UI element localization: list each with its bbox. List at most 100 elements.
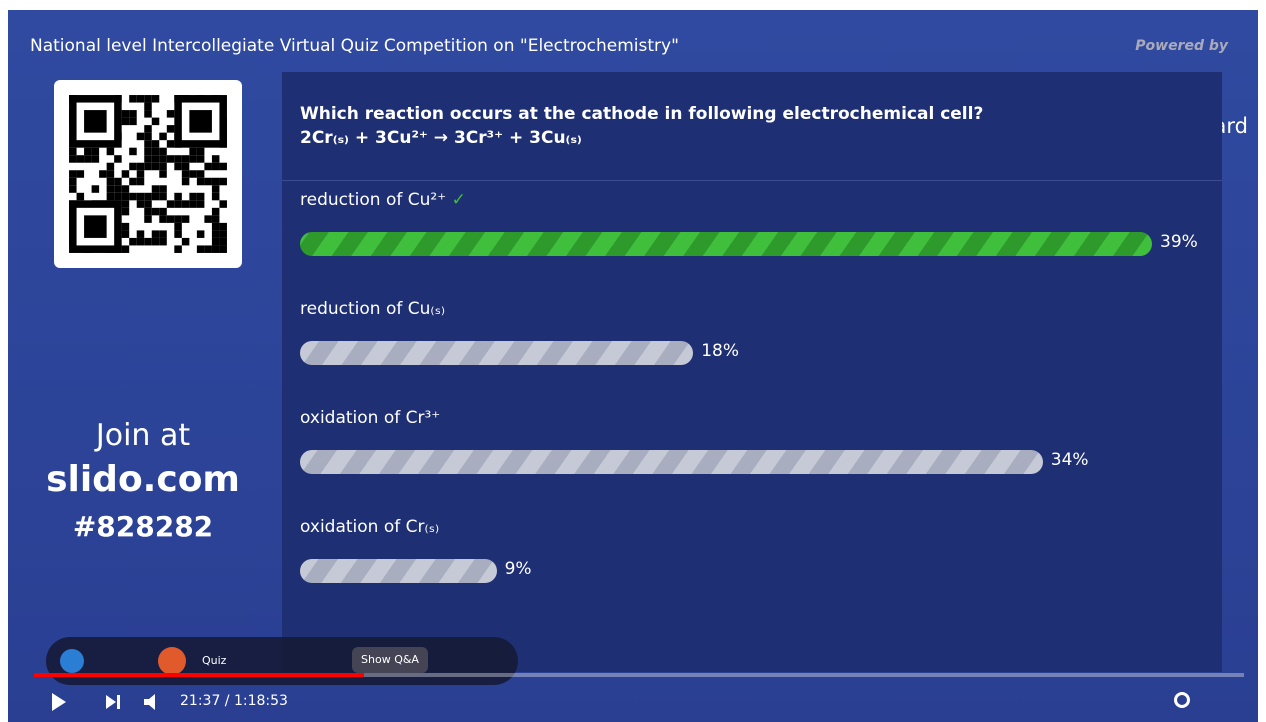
qr-module [212,178,220,186]
qr-module [129,148,137,156]
qr-module [182,155,190,163]
qr-module [144,193,152,201]
qr-module [137,200,145,208]
qr-module [137,193,145,201]
qr-module [219,178,227,186]
toolbar: Quiz Show Q&A [46,637,518,685]
qr-module [212,163,220,171]
qr-module [197,155,205,163]
qr-module [182,200,190,208]
qr-module [144,200,152,208]
qr-module [129,95,137,103]
qr-module [122,170,130,178]
qr-module [212,238,220,246]
qr-module [182,163,190,171]
qr-module [84,148,92,156]
qr-module [144,215,152,223]
qr-module [204,163,212,171]
qr-module [152,193,160,201]
qr-module [174,193,182,201]
volume-button[interactable] [144,694,155,710]
qr-module [189,110,212,133]
qr-module [152,230,160,238]
qr-module [197,170,205,178]
correct-icon: ✓ [446,190,466,210]
qr-module [174,163,182,171]
mode-button[interactable]: Quiz [202,654,226,667]
qr-module [219,163,227,171]
next-button[interactable] [106,695,116,709]
stop-button[interactable] [158,647,186,675]
qr-module [152,163,160,171]
qr-module [144,125,152,133]
powered-by: Powered by [1135,38,1228,54]
qr-module [197,245,205,253]
question-text: Which reaction occurs at the cathode in … [300,102,983,126]
qr-module [152,140,160,148]
qr-module [197,230,205,238]
qr-module [159,163,167,171]
equation: 2Cr₍ₛ₎ + 3Cu²⁺ → 3Cr³⁺ + 3Cu₍ₛ₎ [300,126,983,150]
join-text: Join at [8,418,278,453]
qr-module [167,200,175,208]
qr-module [219,238,227,246]
add-button[interactable] [60,649,84,673]
qr-module [122,208,130,216]
qr-module [189,193,197,201]
qr-module [107,193,115,201]
qr-module [197,193,205,201]
qr-module [144,140,152,148]
qr-module [129,178,137,186]
settings-button[interactable] [1174,692,1190,708]
qr-module [92,155,100,163]
qr-module [204,215,212,223]
show-qa-button[interactable]: Show Q&A [352,647,428,673]
option-bar [300,450,1043,474]
qr-module [84,110,107,133]
qr-module [77,193,85,201]
qr-module [174,223,182,231]
qr-module [69,155,77,163]
qr-module [99,170,107,178]
qr-module [92,185,100,193]
time: 21:37 / 1:18:53 [180,693,288,709]
qr-module [219,230,227,238]
qr-module [122,193,130,201]
qr-module [129,193,137,201]
option-label: oxidation of Cr₍ₛ₎ [300,517,439,537]
qr-module [212,245,220,253]
qr-module [182,170,190,178]
qr-module [114,178,122,186]
qr-module [167,125,175,133]
qr-module [212,223,220,231]
qr-module [144,133,152,141]
qr-module [189,200,197,208]
qr-module [167,140,175,148]
qr-code [54,80,242,268]
qr-module [84,215,107,238]
qr-module [137,230,145,238]
qr-module [137,95,145,103]
option-value: 39% [1160,232,1198,252]
option-value: 9% [505,559,532,579]
join-code: #828282 [8,510,278,543]
qr-module [174,155,182,163]
option-value: 34% [1051,450,1089,470]
qr-module [114,185,122,193]
qr-module [77,155,85,163]
qr-module [152,208,160,216]
qr-module [129,163,137,171]
qr-module [107,178,115,186]
qr-module [174,230,182,238]
option-label: oxidation of Cr³⁺ [300,408,440,428]
qr-module [114,155,122,163]
qr-module [107,163,115,171]
qr-module [137,133,145,141]
play-button[interactable] [52,693,66,711]
qr-module [159,170,167,178]
qr-module [159,238,167,246]
qr-module [182,238,190,246]
option-bar [300,232,1152,256]
qr-module [189,155,197,163]
qr-module [189,148,197,156]
